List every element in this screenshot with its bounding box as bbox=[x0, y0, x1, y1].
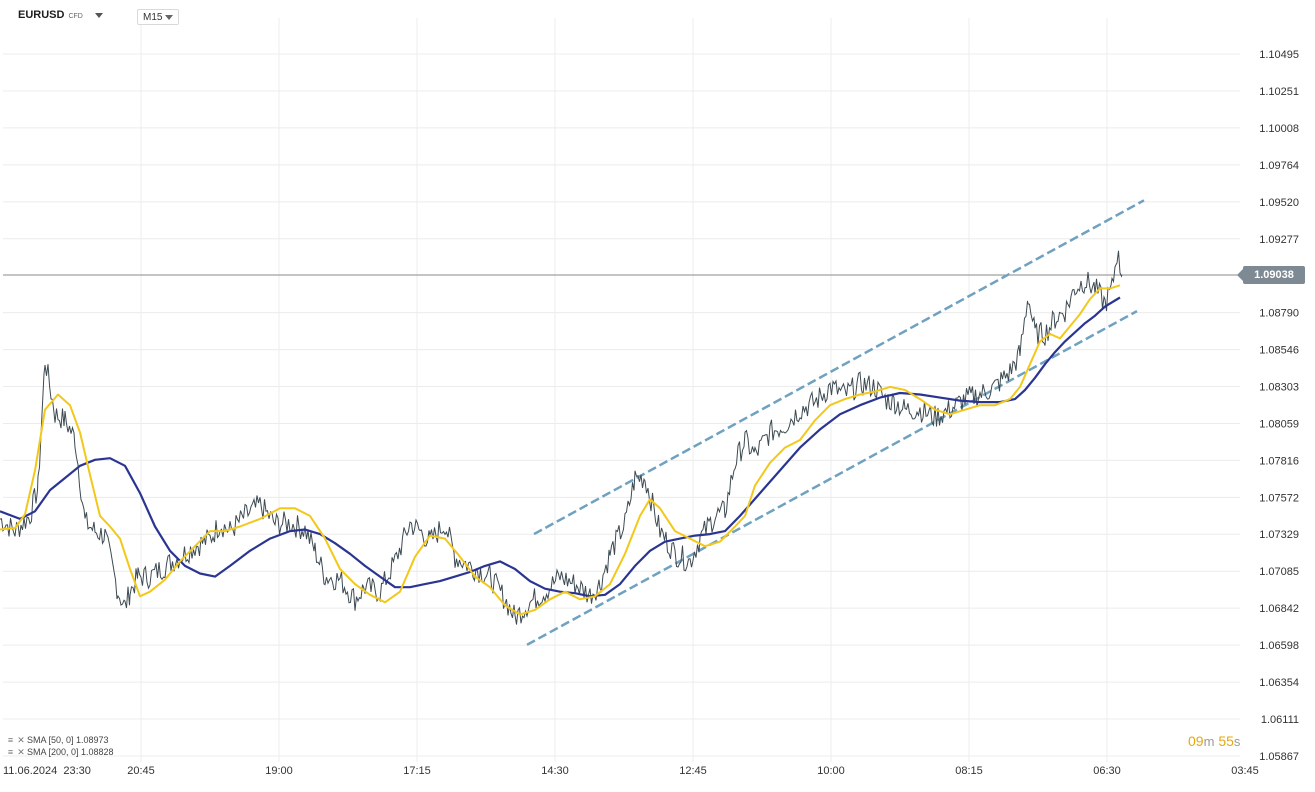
x-tick-label: 12:45 bbox=[679, 765, 707, 777]
settings-icon[interactable]: ≡ bbox=[7, 735, 14, 745]
y-tick-label: 1.07329 bbox=[1259, 529, 1299, 541]
y-tick-label: 1.08303 bbox=[1259, 381, 1299, 393]
current-price-label: 1.09038 bbox=[1254, 269, 1294, 281]
indicator-legend: ≡ ✕ SMA [50, 0] 1.08973 ≡ ✕ SMA [200, 0]… bbox=[6, 734, 114, 758]
y-tick-label: 1.06354 bbox=[1259, 677, 1299, 689]
y-tick-label: 1.10008 bbox=[1259, 123, 1299, 135]
x-tick-label: 14:30 bbox=[541, 765, 569, 777]
symbol-selector[interactable]: EURUSD CFD bbox=[18, 9, 103, 21]
timeframe-select[interactable]: M15 bbox=[137, 9, 179, 25]
channel-layer bbox=[526, 199, 1145, 646]
candle-countdown: 09m 55s bbox=[1188, 733, 1240, 749]
y-tick-label: 1.06842 bbox=[1259, 603, 1299, 615]
symbol-type: CFD bbox=[68, 12, 83, 20]
y-tick-label: 1.07085 bbox=[1259, 566, 1299, 578]
y-tick-label: 1.06111 bbox=[1261, 714, 1299, 726]
y-tick-label: 1.08059 bbox=[1259, 419, 1299, 431]
current-price-tag: 1.09038 bbox=[1237, 266, 1305, 284]
y-tick-label: 1.07572 bbox=[1259, 492, 1299, 504]
sma50-line bbox=[0, 284, 1121, 616]
y-tick-label: 1.06598 bbox=[1259, 640, 1299, 652]
x-tick-label: 20:45 bbox=[127, 765, 155, 777]
chevron-down-icon bbox=[165, 14, 173, 20]
countdown-seconds: 55 bbox=[1218, 733, 1234, 749]
x-tick-label: 10:00 bbox=[817, 765, 845, 777]
countdown-minutes-unit: m bbox=[1203, 734, 1215, 749]
countdown-minutes: 09 bbox=[1188, 733, 1204, 749]
chevron-down-icon[interactable] bbox=[94, 12, 103, 18]
symbol-name: EURUSD bbox=[18, 9, 65, 21]
x-tick-label: 08:15 bbox=[955, 765, 983, 777]
series-layer bbox=[0, 250, 1123, 625]
y-tick-label: 1.10495 bbox=[1259, 49, 1299, 61]
y-tick-label: 1.09764 bbox=[1259, 160, 1299, 172]
legend-sma200-label: SMA [200, 0] 1.08828 bbox=[27, 747, 114, 757]
legend-sma50-label: SMA [50, 0] 1.08973 bbox=[27, 735, 109, 745]
channel-upper-line bbox=[533, 199, 1145, 536]
x-tick-label: 06:30 bbox=[1093, 765, 1121, 777]
grid-layer bbox=[3, 18, 1240, 762]
close-icon[interactable]: ✕ bbox=[17, 747, 25, 757]
x-tick-label: 19:00 bbox=[265, 765, 293, 777]
y-tick-label: 1.09520 bbox=[1259, 197, 1299, 209]
settings-icon[interactable]: ≡ bbox=[7, 747, 14, 757]
y-tick-label: 1.08546 bbox=[1259, 345, 1299, 357]
y-tick-label: 1.07816 bbox=[1259, 455, 1299, 467]
legend-row-sma50: ≡ ✕ SMA [50, 0] 1.08973 bbox=[6, 734, 114, 746]
countdown-seconds-unit: s bbox=[1233, 734, 1241, 749]
y-tick-label: 1.10251 bbox=[1259, 86, 1299, 98]
y-tick-label: 1.08790 bbox=[1259, 308, 1299, 320]
x-tick-label: 17:15 bbox=[403, 765, 431, 777]
y-tick-label: 1.09277 bbox=[1259, 234, 1299, 246]
axis-layer: 1.10495 1.10251 1.10008 1.09764 1.09520 1.092… bbox=[3, 49, 1299, 777]
y-tick-label: 1.05867 bbox=[1259, 751, 1299, 763]
timeframe-label: M15 bbox=[143, 11, 163, 23]
sma200-line bbox=[0, 296, 1121, 598]
price-series-line bbox=[0, 250, 1123, 625]
close-icon[interactable]: ✕ bbox=[17, 735, 25, 745]
x-tick-label: 03:45 bbox=[1231, 765, 1259, 777]
legend-row-sma200: ≡ ✕ SMA [200, 0] 1.08828 bbox=[6, 746, 114, 758]
x-tick-label: 11.06.2024 23:30 bbox=[3, 765, 91, 777]
channel-lower-line bbox=[526, 310, 1138, 646]
